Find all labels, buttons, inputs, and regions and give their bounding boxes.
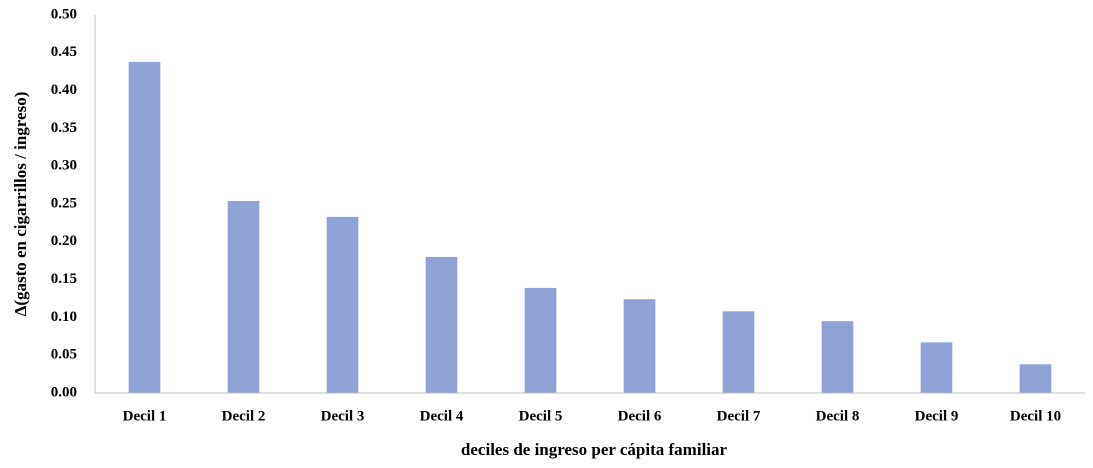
x-tick-label: Decil 6 bbox=[618, 408, 662, 424]
bar bbox=[722, 311, 755, 393]
x-tick-label: Decil 5 bbox=[519, 408, 563, 424]
y-tick-label: 0.10 bbox=[51, 309, 77, 325]
x-tick-label: Decil 10 bbox=[1010, 408, 1061, 424]
x-tick-label: Decil 4 bbox=[420, 408, 464, 424]
bar bbox=[920, 342, 953, 393]
x-axis-label: deciles de ingreso per cápita familiar bbox=[461, 440, 728, 459]
x-tick-label: Decil 9 bbox=[915, 408, 959, 424]
x-tick-label: Decil 3 bbox=[321, 408, 365, 424]
y-tick-label: 0.05 bbox=[51, 347, 77, 363]
bar bbox=[227, 200, 260, 393]
bar bbox=[425, 256, 458, 393]
y-tick-label: 0.35 bbox=[51, 120, 77, 136]
y-tick-label: 0.30 bbox=[51, 158, 77, 174]
bar bbox=[1019, 364, 1052, 393]
x-tick-label: Decil 1 bbox=[123, 408, 167, 424]
y-tick-label: 0.40 bbox=[51, 82, 77, 98]
bar bbox=[128, 61, 161, 393]
x-tick-label: Decil 7 bbox=[717, 408, 761, 424]
y-axis-label: Δ(gasto en cigarrillos / ingreso) bbox=[11, 92, 30, 317]
bar bbox=[524, 287, 557, 393]
y-tick-label: 0.00 bbox=[51, 384, 77, 400]
x-tick-label: Decil 8 bbox=[816, 408, 860, 424]
y-tick-label: 0.20 bbox=[51, 233, 77, 249]
y-tick-label: 0.45 bbox=[51, 44, 77, 60]
y-tick-label: 0.25 bbox=[51, 195, 77, 211]
bar bbox=[623, 299, 656, 393]
x-tick-label: Decil 2 bbox=[222, 408, 266, 424]
bar bbox=[821, 321, 854, 393]
bar bbox=[326, 216, 359, 393]
y-tick-label: 0.15 bbox=[51, 271, 77, 287]
y-tick-label: 0.50 bbox=[51, 6, 77, 22]
